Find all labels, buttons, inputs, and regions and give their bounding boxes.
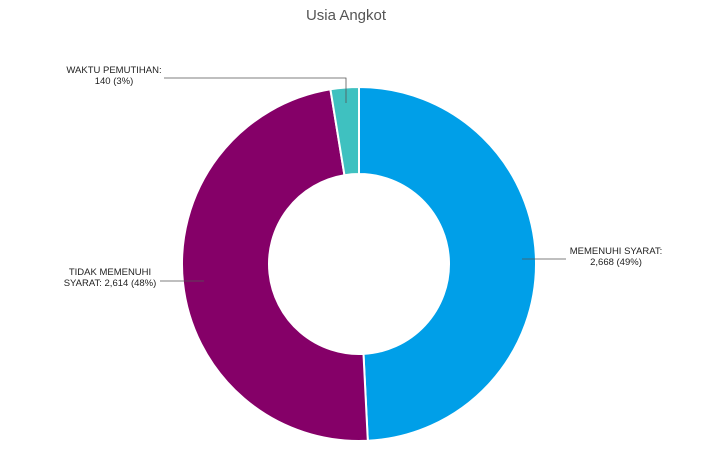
slice-label-line: SYARAT: 2,614 (48%) [64, 278, 157, 289]
chart-title: Usia Angkot [306, 7, 387, 24]
slice-waktu-pemutihan [329, 85, 360, 177]
slice-label-line: 140 (3%) [95, 76, 134, 87]
slice-label-1: TIDAK MEMENUHI SYARAT: 2,614 (48%) [64, 267, 157, 289]
slice-label-line: TIDAK MEMENUHI [69, 267, 151, 278]
slice-label-line: 2,668 (49%) [590, 257, 642, 268]
labels-group: MEMENUHI SYARAT: 2,668 (49%) TIDAK MEMENUH… [64, 65, 663, 289]
slice-label-line: WAKTU PEMUTIHAN: [66, 65, 161, 76]
slice-label-line: MEMENUHI SYARAT: [570, 246, 663, 257]
slice-memenuhi-syarat [358, 85, 537, 442]
slice-label-0: MEMENUHI SYARAT: 2,668 (49%) [570, 246, 663, 268]
slice-label-2: WAKTU PEMUTIHAN: 140 (3%) [66, 65, 161, 87]
slices-group [181, 85, 537, 442]
slice-tidak-memenuhi-syarat [181, 88, 369, 442]
leader-line-2 [164, 77, 347, 103]
